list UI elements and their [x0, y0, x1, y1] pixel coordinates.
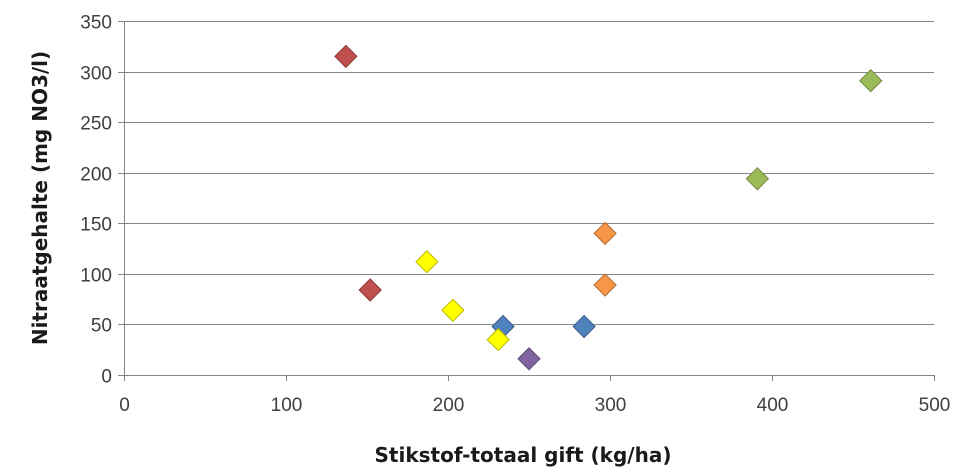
y-tick-label-50: 50 — [91, 316, 112, 337]
axes — [118, 21, 935, 381]
y-tick-label-300: 300 — [80, 64, 112, 85]
data-point-s4-p2 — [486, 327, 510, 352]
data-points — [334, 44, 883, 371]
y-tick-label-350: 350 — [80, 13, 112, 34]
data-point-s0-p0 — [334, 44, 358, 69]
data-point-s0-p1 — [358, 278, 382, 302]
y-tick-label-0: 0 — [101, 367, 112, 388]
y-tick-label-100: 100 — [80, 266, 112, 287]
x-tick-label-100: 100 — [271, 395, 303, 416]
data-point-s2-p0 — [745, 167, 770, 191]
x-tick-label-400: 400 — [757, 395, 789, 416]
tick-labels: 0 50 100 150 200 250 300 350 0 100 200 300 400 500 — [80, 13, 950, 417]
data-point-s4-p0 — [415, 249, 439, 274]
data-point-s2-p1 — [859, 68, 883, 93]
y-tick-label-150: 150 — [80, 215, 112, 236]
y-tick-label-200: 200 — [80, 165, 112, 186]
y-tick-label-250: 250 — [80, 114, 112, 135]
y-axis-title: Nitraatgehalte (mg NO3/l) — [28, 51, 52, 345]
data-point-s1-p1 — [572, 314, 596, 339]
data-point-s5-p0 — [517, 347, 541, 371]
data-point-s3-p0 — [593, 221, 617, 246]
x-tick-label-500: 500 — [919, 395, 951, 416]
data-point-s3-p1 — [593, 273, 617, 297]
data-point-s4-p1 — [441, 298, 465, 323]
x-tick-label-0: 0 — [119, 395, 130, 416]
gridlines — [124, 21, 934, 325]
x-tick-label-300: 300 — [595, 395, 627, 416]
x-tick-label-200: 200 — [433, 395, 465, 416]
x-axis-title: Stikstof-totaal gift (kg/ha) — [375, 443, 672, 467]
